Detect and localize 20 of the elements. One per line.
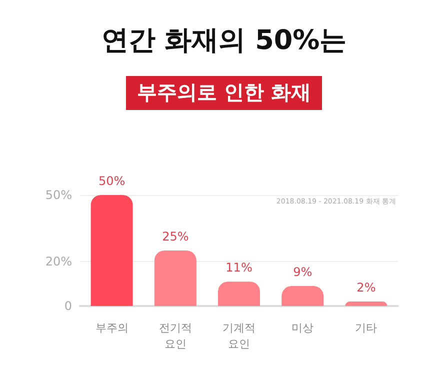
bar <box>218 282 260 306</box>
y-tick-label: 20% <box>45 254 72 269</box>
x-tick-label: 기계적 요인 <box>222 322 256 350</box>
data-label: 2% <box>356 280 376 295</box>
bar <box>282 286 324 306</box>
x-tick-label: 전기적 요인 <box>158 322 192 350</box>
data-label: 25% <box>162 230 189 244</box>
chart-title: 연간 화재의 50%는 <box>101 25 347 56</box>
data-label: 50% <box>98 174 126 188</box>
x-tick-label: 미상 <box>292 322 314 334</box>
chart-subtitle: 부주의로 인한 화재 <box>137 80 311 104</box>
bar <box>345 302 388 306</box>
x-tick-label: 기타 <box>355 322 378 334</box>
y-tick-label: 50% <box>45 188 72 202</box>
bar <box>90 195 133 306</box>
y-tick-label: 0 <box>64 299 72 313</box>
bar <box>154 250 196 306</box>
data-label: 11% <box>226 260 252 275</box>
x-tick-label: 부주의 <box>95 322 128 334</box>
data-label: 9% <box>293 265 312 280</box>
